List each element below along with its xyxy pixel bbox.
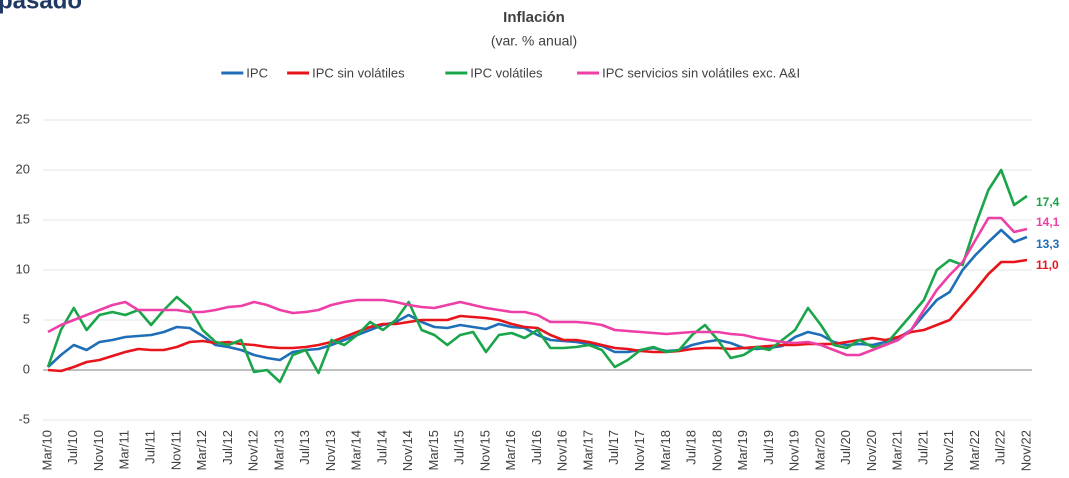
legend-label: IPC volátiles bbox=[470, 65, 543, 80]
x-tick-label: Nov/22 bbox=[1018, 430, 1033, 471]
x-tick-label: Jul/15 bbox=[452, 430, 467, 465]
x-tick-label: Jul/11 bbox=[142, 430, 157, 464]
y-tick-label: 5 bbox=[23, 311, 30, 326]
x-tick-label: Mar/11 bbox=[117, 430, 132, 470]
x-tick-label: Mar/10 bbox=[39, 430, 54, 470]
y-tick-label: -5 bbox=[18, 411, 30, 426]
x-tick-label: Mar/13 bbox=[271, 430, 286, 470]
x-tick-label: Jul/17 bbox=[606, 430, 621, 465]
x-tick-label: Nov/15 bbox=[477, 430, 492, 471]
y-tick-label: 10 bbox=[16, 261, 30, 276]
x-tick-label: Jul/10 bbox=[65, 430, 80, 465]
series-line bbox=[47, 258, 1028, 373]
x-tick-label: Nov/17 bbox=[632, 430, 647, 471]
x-tick-label: Mar/21 bbox=[890, 430, 905, 470]
x-tick-label: Mar/19 bbox=[735, 430, 750, 470]
chart-subtitle: (var. % anual) bbox=[491, 33, 577, 49]
x-tick-label: Jul/16 bbox=[529, 430, 544, 465]
x-tick-label: Nov/18 bbox=[709, 430, 724, 471]
x-tick-label: Jul/21 bbox=[915, 430, 930, 465]
x-tick-label: Mar/16 bbox=[503, 430, 518, 470]
end-label: 17,4 bbox=[1036, 195, 1060, 209]
x-tick-label: Jul/18 bbox=[684, 430, 699, 465]
y-tick-label: 25 bbox=[16, 111, 30, 126]
y-tick-label: 0 bbox=[23, 361, 30, 376]
x-tick-label: Mar/12 bbox=[194, 430, 209, 470]
x-tick-label: Jul/14 bbox=[374, 430, 389, 465]
x-tick-label: Nov/20 bbox=[864, 430, 879, 471]
x-tick-label: Nov/13 bbox=[323, 430, 338, 471]
x-tick-label: Jul/19 bbox=[761, 430, 776, 465]
page-heading: pasado bbox=[0, 0, 82, 14]
x-tick-label: Mar/17 bbox=[580, 430, 595, 470]
x-tick-label: Nov/10 bbox=[91, 430, 106, 471]
x-tick-label: Mar/15 bbox=[426, 430, 441, 470]
x-tick-label: Nov/11 bbox=[168, 430, 183, 470]
x-tick-label: Jul/12 bbox=[220, 430, 235, 465]
y-tick-label: 15 bbox=[16, 211, 30, 226]
legend-label: IPC bbox=[246, 65, 268, 80]
y-tick-label: 20 bbox=[16, 161, 30, 176]
end-label: 14,1 bbox=[1036, 215, 1060, 229]
x-tick-label: Jul/13 bbox=[297, 430, 312, 465]
x-tick-label: Jul/20 bbox=[838, 430, 853, 465]
x-tick-label: Mar/22 bbox=[967, 430, 982, 470]
x-tick-label: Nov/16 bbox=[555, 430, 570, 471]
x-tick-label: Mar/20 bbox=[812, 430, 827, 470]
x-tick-label: Nov/21 bbox=[941, 430, 956, 471]
end-label: 13,3 bbox=[1036, 237, 1060, 251]
x-tick-label: Jul/22 bbox=[993, 430, 1008, 465]
x-tick-label: Nov/19 bbox=[787, 430, 802, 471]
x-tick-label: Nov/14 bbox=[400, 430, 415, 471]
x-tick-label: Mar/18 bbox=[658, 430, 673, 470]
x-tick-label: Nov/12 bbox=[246, 430, 261, 471]
legend-label: IPC servicios sin volátiles exc. A&I bbox=[602, 65, 800, 80]
series-line bbox=[47, 216, 1028, 357]
end-label: 11,0 bbox=[1036, 258, 1059, 272]
series-line bbox=[46, 168, 1028, 384]
x-tick-label: Mar/14 bbox=[349, 430, 364, 470]
chart-title: Inflación bbox=[503, 9, 565, 26]
legend-label: IPC sin volátiles bbox=[312, 65, 405, 80]
